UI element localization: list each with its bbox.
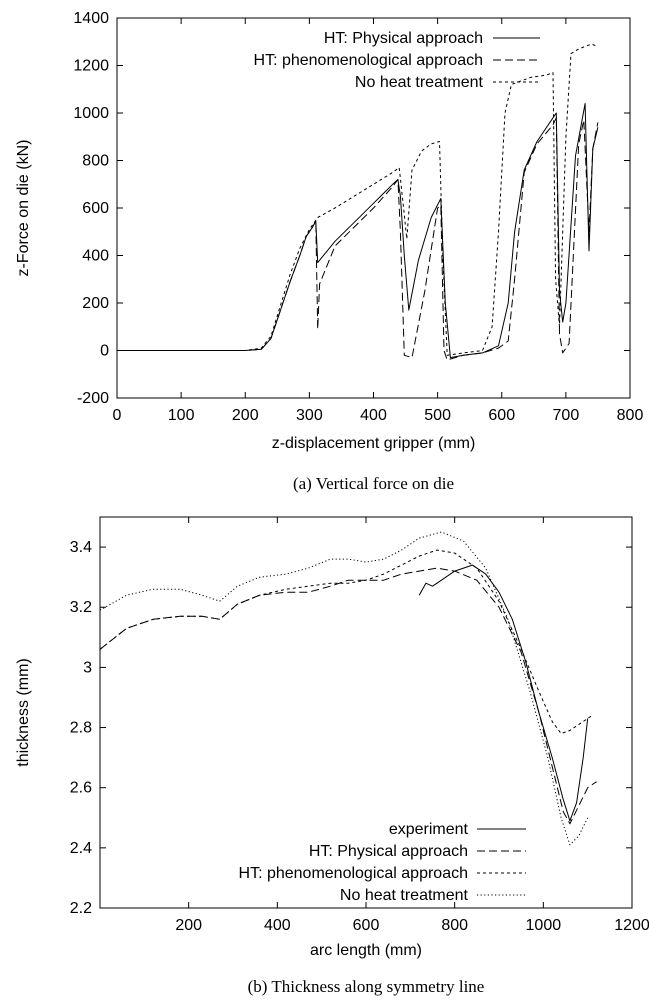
- y-tick-label: 1400: [73, 10, 109, 27]
- x-axis-label: arc length (mm): [310, 942, 422, 959]
- x-tick-label: 300: [296, 407, 323, 424]
- y-tick-label: 1000: [73, 105, 109, 122]
- y-tick-label: 400: [82, 248, 109, 265]
- x-tick-label: 600: [488, 407, 515, 424]
- x-tick-label: 1200: [614, 917, 649, 934]
- legend-label: HT: phenomenological approach: [254, 52, 483, 69]
- y-tick-label: 1200: [73, 58, 109, 75]
- y-axis-label: z-Force on die (kN): [15, 140, 32, 277]
- legend-label: No heat treatment: [355, 74, 484, 91]
- figure-caption: (a) Vertical force on die: [293, 474, 454, 493]
- y-tick-label: 2.2: [70, 900, 92, 917]
- y-tick-label: 200: [82, 295, 109, 312]
- legend-label: HT: phenomenological approach: [239, 865, 468, 882]
- legend-label: HT: Physical approach: [309, 843, 468, 860]
- x-tick-label: 100: [168, 407, 195, 424]
- y-tick-label: 3: [83, 659, 92, 676]
- legend-label: No heat treatment: [340, 887, 469, 904]
- x-tick-label: 400: [264, 917, 291, 934]
- y-tick-label: 2.8: [70, 720, 92, 737]
- y-tick-label: 600: [82, 200, 109, 217]
- chart-thickness: 200 400 600 800 1000 1200 2.2 2.4 2.6 2.8 3 3.2 3.4 a…: [15, 516, 649, 996]
- x-tick-label: 200: [175, 917, 202, 934]
- series-line-2: [99, 567, 597, 825]
- x-tick-label: 800: [441, 917, 468, 934]
- y-tick-label: 3.2: [70, 599, 92, 616]
- series-line-1: [418, 564, 589, 822]
- x-tick-label: 800: [617, 407, 644, 424]
- x-tick-label: 600: [353, 917, 380, 934]
- y-tick-label: 2.4: [70, 840, 92, 857]
- x-axis-label: z-displacement gripper (mm): [272, 435, 476, 452]
- x-tick-label: 400: [360, 407, 387, 424]
- x-tick-label: 0: [113, 407, 122, 424]
- y-tick-label: 3.4: [70, 539, 92, 556]
- y-tick-label: 800: [82, 153, 109, 170]
- chart-vertical-force: 0 100 200 300 400 500 600 700 800-20002004006008…: [15, 10, 643, 493]
- x-tick-label: 1000: [526, 917, 562, 934]
- y-tick-label: 2.6: [70, 780, 92, 797]
- series-line-4: [99, 531, 589, 846]
- series-line-3: [99, 549, 593, 735]
- series-line-2: [117, 117, 599, 361]
- x-tick-label: 200: [232, 407, 259, 424]
- x-tick-label: 700: [553, 407, 580, 424]
- y-tick-label: 0: [100, 343, 109, 360]
- series-line-1: [117, 103, 599, 359]
- figure-caption: (b) Thickness along symmetry line: [248, 977, 485, 996]
- y-tick-label: -200: [77, 390, 109, 407]
- legend-label: HT: Physical approach: [324, 30, 483, 47]
- x-tick-label: 500: [424, 407, 451, 424]
- y-axis-label: thickness (mm): [15, 658, 32, 766]
- legend-label: experiment: [389, 821, 469, 838]
